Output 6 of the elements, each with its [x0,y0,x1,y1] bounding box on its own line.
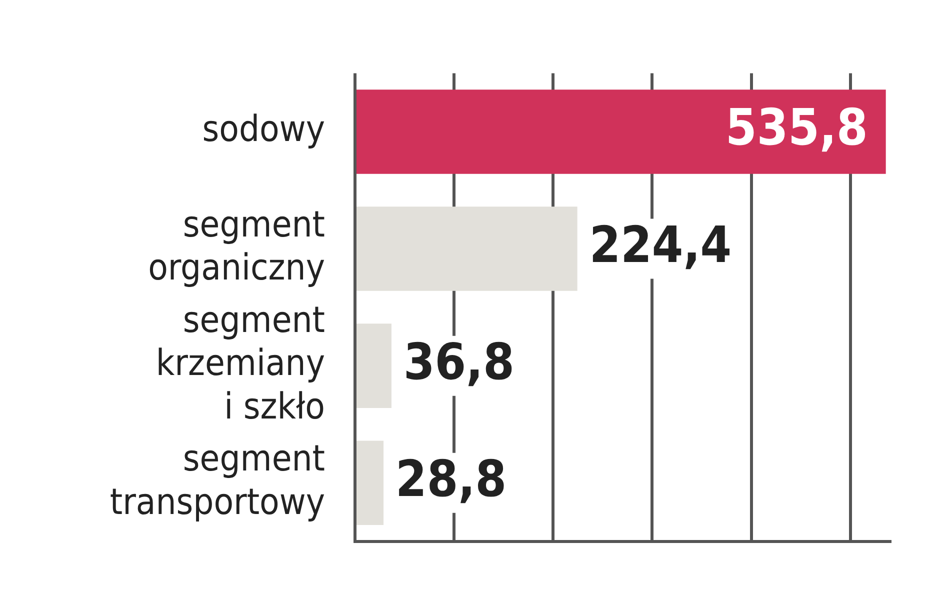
y-tick-label: segment transportowy [110,438,325,523]
data-label: 28,8 [396,450,507,508]
data-label: 535,8 [726,98,868,157]
data-label: 224,4 [589,216,732,274]
y-tick-label: sodowy [202,109,325,150]
data-label: 36,8 [403,332,514,391]
